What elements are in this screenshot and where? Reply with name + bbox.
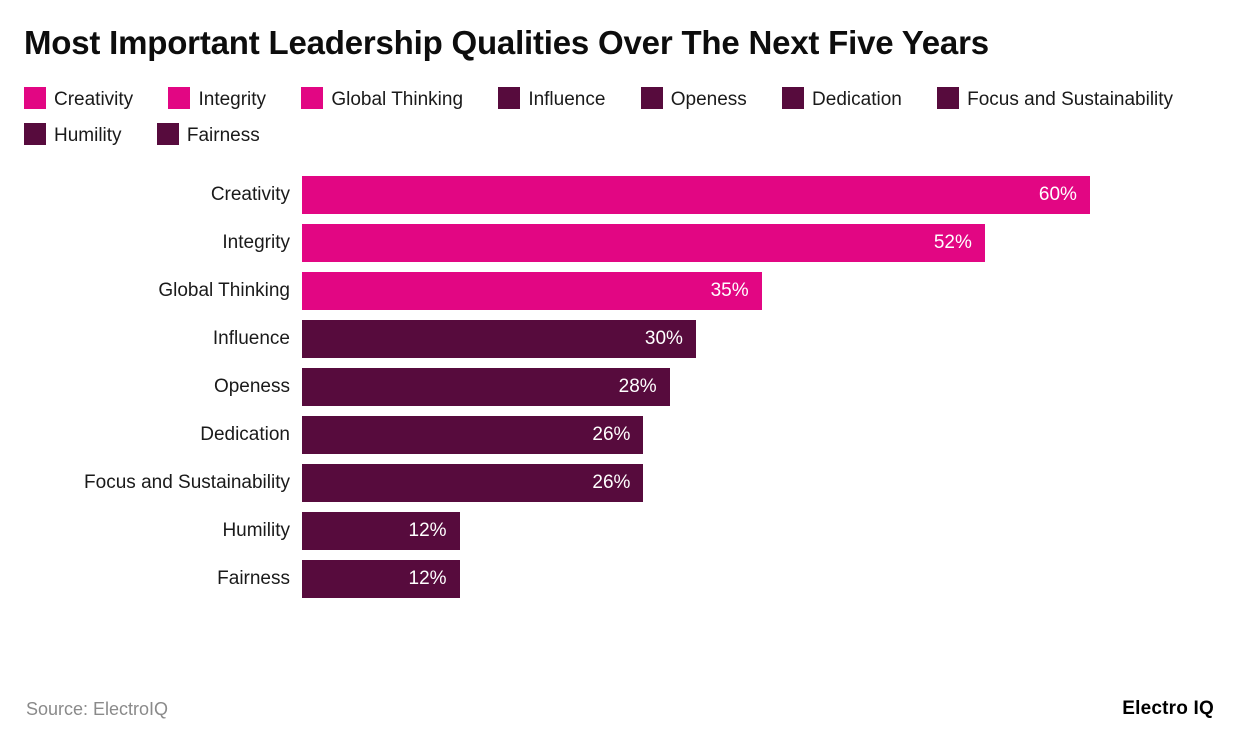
value-label: 35% — [710, 280, 749, 302]
brand-logo: Electro IQ — [1122, 698, 1214, 719]
legend-item-influence: Influence — [498, 87, 606, 111]
legend-item-focus-and-sustainability: Focus and Sustainability — [937, 87, 1174, 111]
legend-item-integrity: Integrity — [168, 87, 267, 111]
value-label: 52% — [933, 232, 972, 254]
footer: Source: ElectroIQ Electro IQ — [24, 698, 1216, 726]
bar-creativity: 60% — [302, 176, 1090, 215]
bar-openess: 28% — [302, 368, 670, 407]
bar-row-dedication: Dedication 26% — [24, 416, 1216, 455]
bar-row-creativity: Creativity 60% — [24, 176, 1216, 215]
legend-item-openess: Openess — [640, 87, 747, 111]
category-label: Global Thinking — [158, 280, 290, 302]
legend-swatch-icon — [937, 87, 960, 110]
bar-track: 35% — [302, 272, 1216, 311]
bar-humility: 12% — [302, 512, 460, 551]
bar-global-thinking: 35% — [302, 272, 762, 311]
bar-row-humility: Humility 12% — [24, 512, 1216, 551]
value-label: 12% — [408, 520, 447, 542]
legend-item-dedication: Dedication — [782, 87, 902, 111]
category-label: Focus and Sustainability — [84, 472, 290, 494]
legend-label: Influence — [528, 89, 606, 111]
value-label: 26% — [592, 472, 631, 494]
category-label: Creativity — [210, 184, 290, 206]
category-label: Dedication — [200, 424, 290, 446]
legend-label: Creativity — [54, 89, 134, 111]
bar-track: 60% — [302, 176, 1216, 215]
legend-swatch-icon — [640, 87, 663, 110]
bar-focus-and-sustainability: 26% — [302, 464, 644, 503]
bar-dedication: 26% — [302, 416, 644, 455]
legend-item-humility: Humility — [24, 123, 122, 147]
legend-swatch-icon — [168, 87, 191, 110]
legend-label: Integrity — [198, 89, 267, 111]
value-label: 28% — [618, 376, 657, 398]
bar-chart: Creativity 60% Integrity 52% Global Thin… — [24, 176, 1216, 698]
category-label: Influence — [212, 328, 290, 350]
value-label: 26% — [592, 424, 631, 446]
legend-swatch-icon — [301, 87, 324, 110]
legend-item-creativity: Creativity — [24, 87, 134, 111]
legend-label: Dedication — [812, 89, 902, 111]
bar-influence: 30% — [302, 320, 696, 359]
value-label: 60% — [1038, 184, 1077, 206]
bar-track: 52% — [302, 224, 1216, 263]
bar-row-openess: Openess 28% — [24, 368, 1216, 407]
legend-label: Focus and Sustainability — [967, 89, 1174, 111]
category-label: Humility — [222, 520, 290, 542]
bar-fairness: 12% — [302, 560, 460, 599]
legend-item-global-thinking: Global Thinking — [301, 87, 464, 111]
legend-swatch-icon — [156, 123, 179, 146]
bar-row-integrity: Integrity 52% — [24, 224, 1216, 263]
legend: Creativity Integrity Global Thinking Inf… — [24, 82, 1214, 154]
legend-item-fairness: Fairness — [156, 123, 260, 147]
legend-swatch-icon — [782, 87, 805, 110]
bar-row-focus-and-sustainability: Focus and Sustainability 26% — [24, 464, 1216, 503]
bar-track: 26% — [302, 416, 1216, 455]
bar-integrity: 52% — [302, 224, 985, 263]
legend-label: Global Thinking — [331, 89, 464, 111]
bar-track: 30% — [302, 320, 1216, 359]
bar-track: 26% — [302, 464, 1216, 503]
legend-swatch-icon — [24, 123, 46, 146]
legend-label: Openess — [670, 89, 747, 111]
legend-label: Fairness — [186, 125, 260, 147]
category-label: Fairness — [217, 568, 290, 590]
legend-swatch-icon — [498, 87, 521, 110]
value-label: 12% — [408, 568, 447, 590]
bar-track: 28% — [302, 368, 1216, 407]
legend-label: Humility — [54, 125, 122, 147]
bar-row-global-thinking: Global Thinking 35% — [24, 272, 1216, 311]
bar-track: 12% — [302, 560, 1216, 599]
bar-row-influence: Influence 30% — [24, 320, 1216, 359]
chart-title: Most Important Leadership Qualities Over… — [24, 24, 989, 61]
value-label: 30% — [644, 328, 683, 350]
category-label: Openess — [213, 376, 290, 398]
source-text: Source: ElectroIQ — [26, 699, 169, 719]
bar-track: 12% — [302, 512, 1216, 551]
category-label: Integrity — [222, 232, 290, 254]
legend-swatch-icon — [24, 87, 46, 110]
bar-row-fairness: Fairness 12% — [24, 560, 1216, 599]
